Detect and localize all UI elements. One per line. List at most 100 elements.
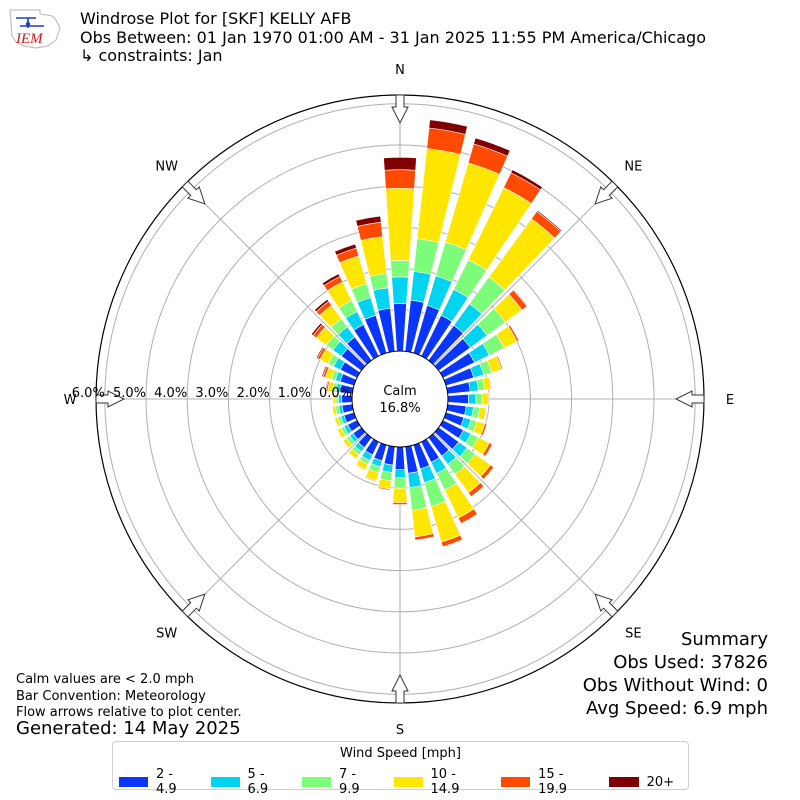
bar-segment xyxy=(407,471,422,489)
radial-tick-label: 2.0% xyxy=(237,386,270,401)
bar-segment xyxy=(377,486,391,491)
legend: Wind Speed [mph] 2 - 4.9 5 - 6.9 7 - 9.9… xyxy=(112,741,689,797)
bar-segment xyxy=(507,324,520,343)
calm-circle: Calm 16.8% xyxy=(351,350,449,448)
bar-segment xyxy=(331,405,335,416)
bar-segment xyxy=(440,534,463,548)
bar-segment xyxy=(473,137,511,157)
bar-segment xyxy=(321,365,328,378)
calm-value: 16.8% xyxy=(379,401,420,416)
bar-segment xyxy=(333,417,339,428)
bar-segment xyxy=(347,452,357,460)
legend-label: 2 - 4.9 xyxy=(156,767,177,797)
bar-segment xyxy=(480,423,488,437)
legend-item: 7 - 9.9 xyxy=(302,767,380,797)
legend-swatch xyxy=(501,777,531,787)
legend-label: 5 - 6.9 xyxy=(247,767,269,797)
bar-segment xyxy=(496,355,504,371)
grid-spoke xyxy=(433,183,616,366)
compass-label: NE xyxy=(624,160,642,175)
legend-item: 5 - 6.9 xyxy=(210,767,289,797)
legend-title: Wind Speed [mph] xyxy=(340,746,461,761)
bar-segment xyxy=(512,289,529,307)
bar-segment xyxy=(310,322,323,336)
bar-segment xyxy=(391,276,409,305)
bar-segment xyxy=(428,119,468,135)
radial-tick-label: 3.0% xyxy=(195,386,228,401)
bar-segment xyxy=(475,393,483,405)
flow-arrow-icon xyxy=(674,390,705,408)
legend-swatch xyxy=(302,777,331,787)
bar-segment xyxy=(390,260,410,278)
bar-segment xyxy=(394,469,406,479)
radial-tick-label: 5.0% xyxy=(113,386,146,401)
legend-label: 15 - 19.9 xyxy=(538,767,568,797)
compass-label: NW xyxy=(155,160,178,175)
bar-segment xyxy=(488,376,492,390)
bar-segment xyxy=(384,169,416,190)
bar-segment xyxy=(355,464,366,471)
bar-segment xyxy=(393,477,407,489)
flow-arrow-icon xyxy=(181,593,206,618)
title-constraints: ↳ constraints: Jan xyxy=(80,46,223,65)
legend-item: 20+ xyxy=(608,774,675,790)
chart-title: Windrose Plot for [SKF] KELLY AFB Obs Be… xyxy=(80,9,706,66)
legend-label: 7 - 9.9 xyxy=(339,767,360,797)
flow-arrow-icon xyxy=(95,390,126,408)
grid-spoke xyxy=(184,432,367,615)
bar-segment xyxy=(468,393,477,405)
bar-segment xyxy=(321,273,341,287)
grid-spoke xyxy=(184,183,367,366)
windrose-bars xyxy=(310,119,563,548)
radial-tick-label: 1.0% xyxy=(278,386,311,401)
iem-logo: IEM xyxy=(9,9,61,49)
bar-segment xyxy=(332,394,334,404)
bar-segment xyxy=(342,440,350,449)
legend-swatch xyxy=(608,777,639,787)
bar-segment xyxy=(393,303,407,352)
bar-segment xyxy=(480,464,495,480)
bar-segment xyxy=(467,482,485,498)
bar-segment xyxy=(392,487,408,503)
bar-segment xyxy=(394,446,406,470)
radial-tick-label: 4.0% xyxy=(154,386,187,401)
bar-segment xyxy=(536,209,563,233)
bar-segment xyxy=(341,403,354,414)
flow-arrow-icon xyxy=(391,94,409,125)
flow-arrows xyxy=(95,94,705,704)
legend-item: 10 - 14.9 xyxy=(393,767,488,797)
summary-title: Summary xyxy=(681,629,768,650)
bar-segment xyxy=(392,502,408,505)
bar-segment xyxy=(355,215,382,227)
bar-segment xyxy=(483,407,487,421)
summary-panel: Summary Obs Used: 37826 Obs Without Wind… xyxy=(583,628,768,720)
bar-segment xyxy=(315,346,324,359)
bar-convention-note: Bar Convention: Meteorology xyxy=(16,688,206,704)
summary-obs-without-wind: Obs Without Wind: 0 xyxy=(582,675,768,696)
calm-label: Calm xyxy=(383,384,416,399)
bar-segment xyxy=(385,187,415,262)
bar-segment xyxy=(411,507,434,538)
legend-label: 20+ xyxy=(646,774,675,790)
bar-segment xyxy=(409,485,428,511)
chart-labels: 0.0% 1.0% 2.0% 3.0% 4.0% 5.0% 6.0% N NE E SE S SW W NW xyxy=(64,63,735,738)
legend-swatch xyxy=(119,777,148,787)
radial-tick-label: 0.0% xyxy=(319,386,352,401)
bar-segment xyxy=(487,392,490,406)
footnotes: Calm values are < 2.0 mph Bar Convention… xyxy=(16,672,242,722)
radial-tick-label: 6.0% xyxy=(72,386,105,401)
calm-note: Calm values are < 2.0 mph xyxy=(16,672,195,687)
bar-segment xyxy=(336,429,343,439)
bar-segment xyxy=(457,508,478,524)
legend-item: 15 - 19.9 xyxy=(501,767,595,797)
bar-segment xyxy=(334,243,357,256)
title-station: Windrose Plot for [SKF] KELLY AFB xyxy=(80,9,352,28)
bar-segment xyxy=(364,476,377,482)
bar-segment xyxy=(482,442,493,457)
bar-segment xyxy=(447,394,469,404)
compass-label: SW xyxy=(156,626,177,641)
compass-label: SE xyxy=(625,626,641,641)
compass-label: N xyxy=(395,63,405,78)
bar-segment xyxy=(510,169,543,191)
